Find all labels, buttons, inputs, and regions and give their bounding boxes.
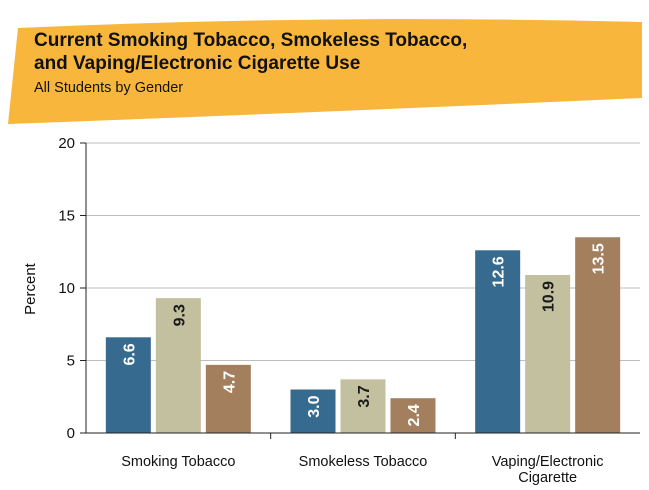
- bar-value-label: 2.4: [406, 404, 423, 426]
- y-tick-label: 15: [58, 208, 75, 225]
- bar-value-label: 6.6: [121, 343, 138, 365]
- bar-value-label: 13.5: [591, 243, 608, 274]
- bar-value-label: 10.9: [541, 281, 558, 312]
- y-axis-ticks: 0 5 10 15 20: [58, 135, 86, 442]
- category-labels: Smoking Tobacco Smokeless Tobacco Vaping/E…: [121, 454, 603, 486]
- bar: [290, 389, 336, 433]
- bar: [575, 237, 621, 433]
- bar-value-label: 3.7: [356, 385, 373, 407]
- bar-value-label: 12.6: [491, 256, 508, 287]
- bar: [475, 250, 521, 433]
- bar-value-label: 4.7: [221, 371, 238, 393]
- y-tick-label: 20: [58, 135, 75, 152]
- bar: [525, 274, 571, 433]
- bar: [340, 379, 386, 433]
- y-tick-label: 0: [67, 425, 75, 442]
- x-category-label: Cigarette: [518, 470, 577, 486]
- bar-value-label: 3.0: [306, 395, 323, 417]
- y-axis-label: Percent: [22, 262, 39, 315]
- y-tick-label: 10: [58, 280, 75, 297]
- x-axis: [85, 143, 640, 439]
- bar: [205, 364, 251, 433]
- chart-title-line-1: Current Smoking Tobacco, Smokeless Tobac…: [34, 30, 467, 51]
- y-tick-label: 5: [67, 353, 75, 370]
- x-category-label: Vaping/Electronic: [492, 454, 604, 470]
- bar-value-label: 9.3: [171, 304, 188, 326]
- bar: [390, 398, 436, 433]
- chart-title-line-2: and Vaping/Electronic Cigarette Use: [34, 53, 360, 74]
- bar: [155, 298, 201, 433]
- bar: [105, 337, 151, 433]
- title-banner: [8, 19, 642, 124]
- chart-subtitle: All Students by Gender: [34, 80, 183, 96]
- x-category-label: Smokeless Tobacco: [299, 454, 428, 470]
- x-category-label: Smoking Tobacco: [121, 454, 235, 470]
- bars: 6.6 9.3 4.7 3.0 3.7 2.4 12.6 10.9 13.5: [105, 237, 621, 433]
